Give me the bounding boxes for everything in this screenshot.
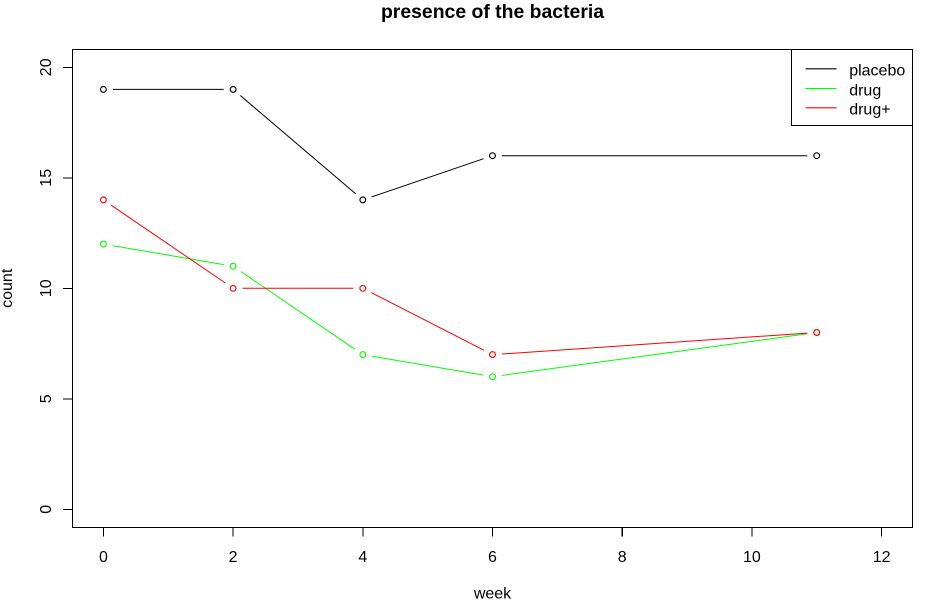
svg-text:presence of the bacteria: presence of the bacteria: [381, 1, 604, 23]
svg-text:10: 10: [38, 279, 55, 297]
svg-text:0: 0: [99, 549, 108, 566]
svg-text:count: count: [0, 268, 16, 308]
svg-text:15: 15: [38, 169, 55, 187]
svg-text:5: 5: [38, 394, 55, 403]
svg-text:drug: drug: [849, 83, 881, 100]
svg-text:20: 20: [38, 58, 55, 76]
svg-text:12: 12: [873, 549, 891, 566]
svg-text:6: 6: [488, 549, 497, 566]
svg-text:0: 0: [38, 505, 55, 514]
svg-text:week: week: [473, 586, 512, 603]
svg-text:8: 8: [618, 549, 627, 566]
svg-text:placebo: placebo: [849, 63, 905, 80]
svg-text:10: 10: [743, 549, 761, 566]
svg-text:drug+: drug+: [849, 102, 890, 119]
svg-text:2: 2: [229, 549, 238, 566]
svg-text:4: 4: [358, 549, 367, 566]
